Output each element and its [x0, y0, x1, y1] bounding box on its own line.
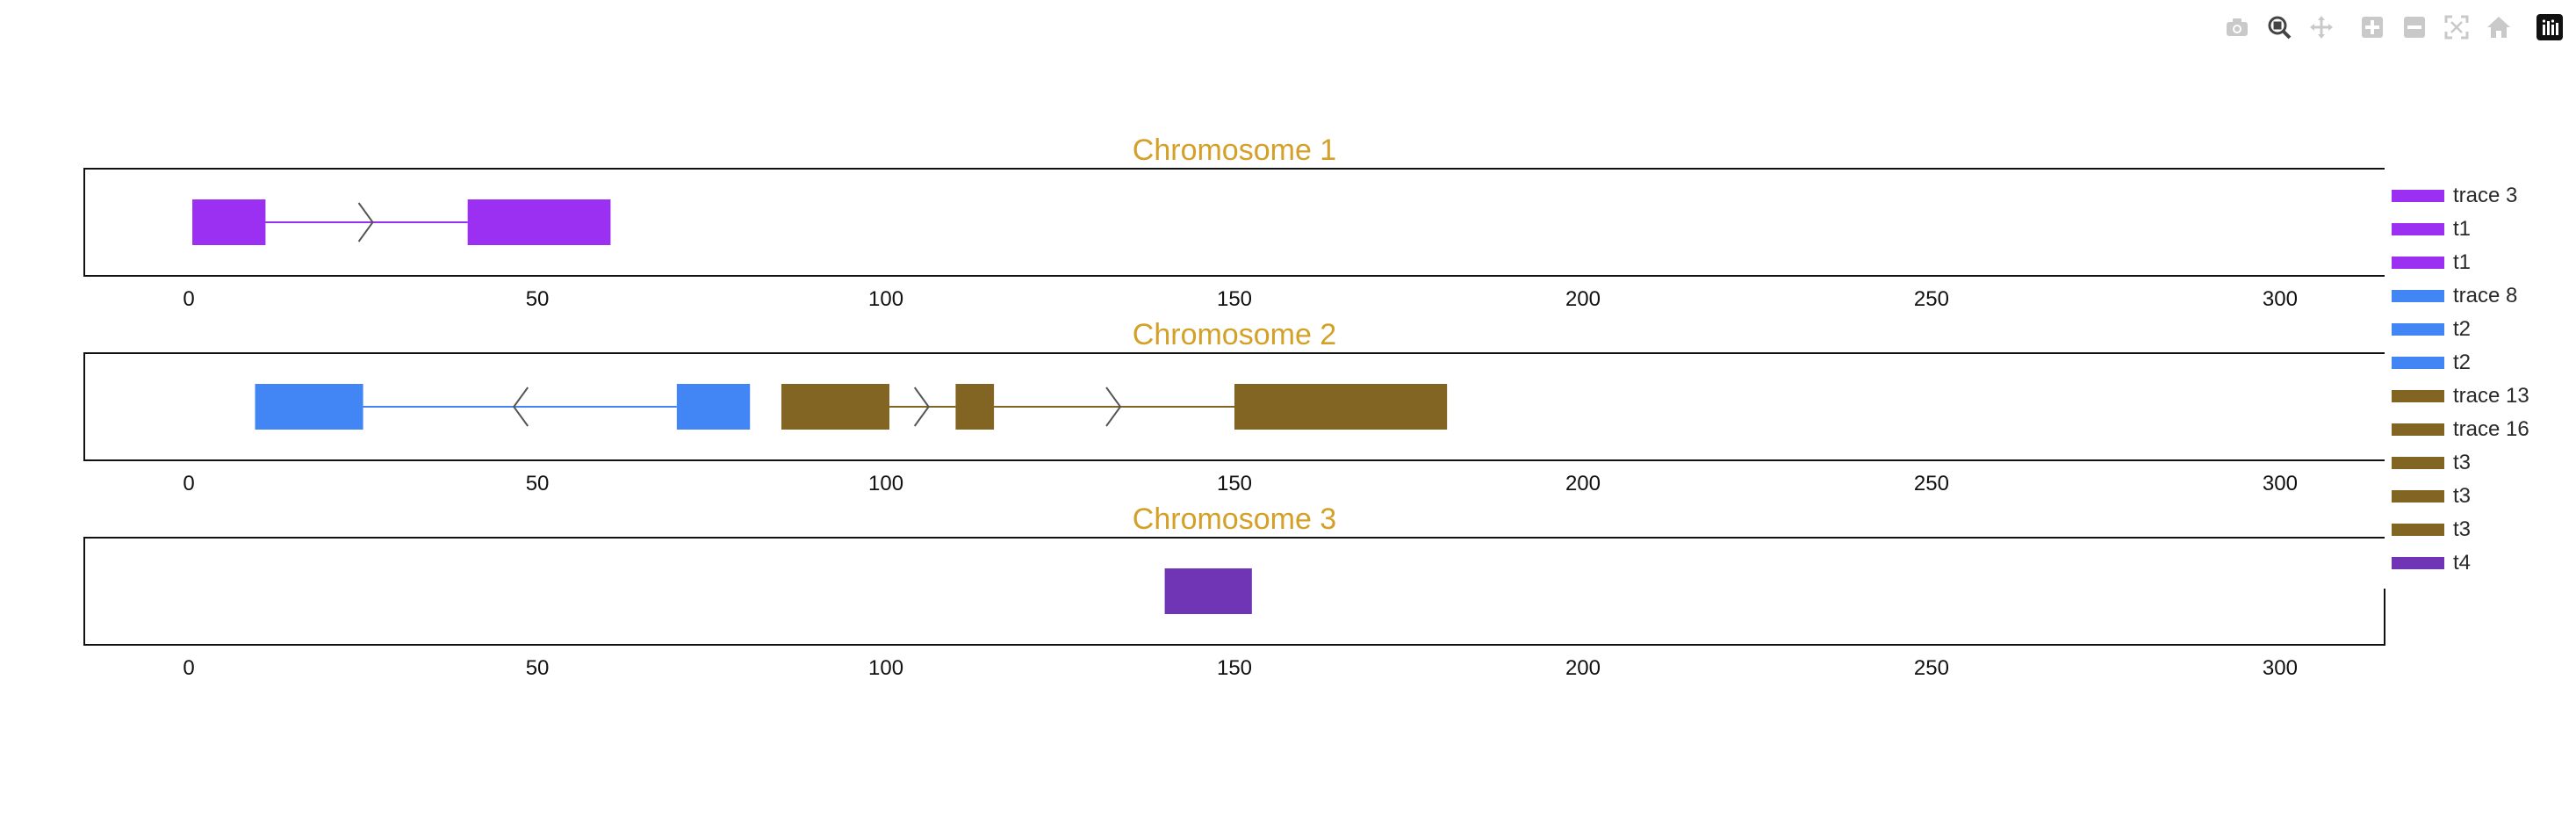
strand-arrow [913, 387, 930, 427]
pan-icon[interactable] [2304, 11, 2339, 44]
zoom-out-icon[interactable] [2397, 11, 2432, 44]
zoom-icon[interactable] [2262, 11, 2297, 44]
exon-block[interactable] [192, 199, 266, 245]
legend-swatch [2392, 190, 2444, 202]
strand-arrow [512, 387, 529, 427]
legend-item[interactable]: trace 13 [2385, 380, 2569, 413]
x-tick-label: 200 [1565, 472, 1601, 495]
legend-label: t2 [2453, 351, 2472, 374]
legend-label: t1 [2453, 250, 2472, 274]
legend-label: t3 [2453, 484, 2472, 508]
x-tick-label: 150 [1217, 472, 1252, 495]
x-tick-label: 0 [183, 287, 194, 311]
legend-swatch [2392, 223, 2444, 235]
x-tick-label: 0 [183, 656, 194, 680]
exon-block[interactable] [1164, 568, 1252, 614]
exon-block[interactable] [255, 384, 363, 430]
x-tick-label: 0 [183, 472, 194, 495]
legend: trace 3 t1 t1 trace 8 t2 t2 trace 13 trace 16 t3… [2385, 179, 2569, 580]
legend-swatch [2392, 423, 2444, 436]
legend-label: t4 [2453, 551, 2472, 575]
x-tick-label: 300 [2263, 287, 2298, 311]
x-tick-label: 100 [868, 656, 903, 680]
panel-frame [83, 537, 2385, 646]
legend-label: t2 [2453, 317, 2472, 341]
legend-item[interactable]: t2 [2385, 346, 2569, 380]
x-tick-label: 250 [1914, 472, 1949, 495]
legend-item[interactable]: trace 8 [2385, 279, 2569, 313]
legend-item[interactable]: trace 16 [2385, 413, 2569, 446]
x-tick-label: 200 [1565, 287, 1601, 311]
legend-swatch [2392, 390, 2444, 402]
exon-block[interactable] [467, 199, 611, 245]
legend-swatch [2392, 457, 2444, 469]
panel-frame [83, 352, 2385, 461]
exon-block[interactable] [1234, 384, 1448, 430]
x-tick-label: 200 [1565, 656, 1601, 680]
x-tick-label: 50 [526, 472, 550, 495]
exon-block[interactable] [955, 384, 995, 430]
legend-swatch [2392, 524, 2444, 536]
x-tick-label: 150 [1217, 287, 1252, 311]
panel-title: Chromosome 1 [1133, 134, 1336, 167]
legend-item[interactable]: t4 [2385, 546, 2569, 580]
chromosome-panel-1: Chromosome 1 0 50 100 150 200 250 300 [83, 134, 2385, 311]
legend-label: trace 13 [2453, 384, 2529, 408]
legend-label: trace 16 [2453, 417, 2529, 441]
panel-title: Chromosome 3 [1133, 502, 1336, 536]
exon-block[interactable] [781, 384, 889, 430]
x-tick-label: 250 [1914, 287, 1949, 311]
chromosome-panel-3: Chromosome 3 0 50 100 150 200 250 300 [83, 502, 2385, 680]
zoom-in-icon[interactable] [2355, 11, 2390, 44]
strand-arrow [1105, 387, 1122, 427]
panel-title: Chromosome 2 [1133, 318, 1336, 351]
x-tick-label: 250 [1914, 656, 1949, 680]
x-tick-label: 150 [1217, 656, 1252, 680]
legend-swatch [2392, 257, 2444, 269]
strand-arrow [357, 202, 374, 242]
legend-item[interactable]: t1 [2385, 246, 2569, 279]
plotly-logo-icon[interactable] [2532, 11, 2567, 44]
camera-icon[interactable] [2220, 11, 2255, 44]
legend-label: t3 [2453, 517, 2472, 541]
legend-item[interactable]: t1 [2385, 213, 2569, 246]
x-tick-label: 50 [526, 287, 550, 311]
legend-item[interactable]: t2 [2385, 313, 2569, 346]
legend-item[interactable]: t3 [2385, 480, 2569, 513]
legend-swatch [2392, 357, 2444, 369]
legend-label: trace 8 [2453, 284, 2518, 307]
x-tick-label: 300 [2263, 656, 2298, 680]
legend-label: t1 [2453, 217, 2472, 241]
legend-swatch [2392, 290, 2444, 302]
legend-swatch [2392, 557, 2444, 569]
legend-label: trace 3 [2453, 184, 2518, 207]
x-tick-label: 300 [2263, 472, 2298, 495]
autoscale-icon[interactable] [2439, 11, 2474, 44]
exon-block[interactable] [676, 384, 751, 430]
legend-label: t3 [2453, 451, 2472, 474]
legend-item[interactable]: trace 3 [2385, 179, 2569, 213]
home-icon[interactable] [2481, 11, 2516, 44]
x-tick-label: 50 [526, 656, 550, 680]
legend-item[interactable]: t3 [2385, 446, 2569, 480]
legend-item[interactable]: t3 [2385, 513, 2569, 546]
chromosome-panel-2: Chromosome 2 0 50 100 150 200 250 300 [83, 318, 2385, 495]
x-tick-label: 100 [868, 287, 903, 311]
legend-swatch [2392, 323, 2444, 336]
modebar [2213, 11, 2567, 44]
panel-frame [83, 168, 2385, 277]
legend-swatch [2392, 490, 2444, 502]
x-tick-label: 100 [868, 472, 903, 495]
